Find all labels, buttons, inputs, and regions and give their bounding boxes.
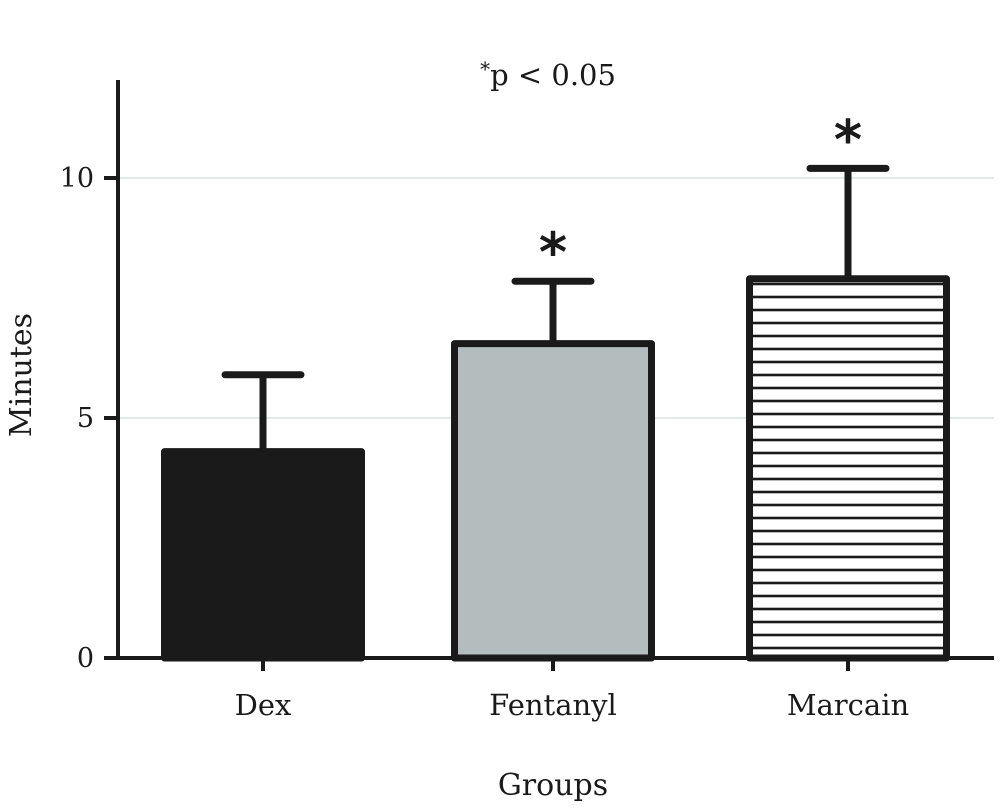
x-axis-title: Groups	[498, 768, 608, 803]
bar-group	[161, 371, 365, 662]
significance-annotation: *p < 0.05	[480, 57, 616, 92]
bar-group: *	[746, 108, 950, 662]
significance-marker: *	[834, 108, 862, 171]
x-tick-label: Dex	[235, 688, 292, 722]
bar-group: *	[451, 221, 655, 662]
x-tick-label: Marcain	[787, 688, 909, 722]
bar	[161, 448, 365, 662]
x-axis-categories: Dex Fentanyl Marcain	[235, 658, 909, 722]
bar	[746, 275, 950, 662]
x-tick-label: Fentanyl	[489, 688, 617, 722]
y-axis-title: Minutes	[4, 313, 39, 437]
y-tick-label: 5	[77, 403, 94, 434]
bar	[451, 340, 655, 662]
significance-marker: *	[539, 221, 567, 284]
y-axis-ticks: 0 5 10	[60, 163, 118, 674]
bars: **	[161, 108, 950, 662]
y-tick-label: 0	[77, 643, 94, 674]
y-tick-label: 10	[60, 163, 94, 194]
